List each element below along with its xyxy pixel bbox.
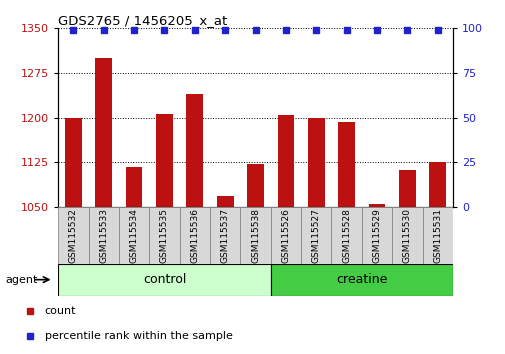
Bar bbox=[361, 207, 391, 264]
Bar bbox=[398, 170, 415, 207]
Text: GSM115531: GSM115531 bbox=[432, 208, 441, 263]
Text: GSM115536: GSM115536 bbox=[190, 208, 199, 263]
Text: count: count bbox=[44, 306, 76, 316]
Bar bbox=[126, 167, 142, 207]
Bar bbox=[270, 207, 300, 264]
Bar bbox=[331, 207, 361, 264]
Text: GSM115533: GSM115533 bbox=[99, 208, 108, 263]
Text: GSM115527: GSM115527 bbox=[311, 208, 320, 263]
Bar bbox=[210, 207, 240, 264]
Bar bbox=[58, 207, 88, 264]
Bar bbox=[300, 207, 331, 264]
Bar bbox=[391, 207, 422, 264]
Text: GDS2765 / 1456205_x_at: GDS2765 / 1456205_x_at bbox=[58, 14, 227, 27]
Bar bbox=[337, 122, 355, 207]
Bar bbox=[95, 58, 112, 207]
Bar bbox=[179, 207, 210, 264]
Bar bbox=[247, 164, 264, 207]
Text: GSM115529: GSM115529 bbox=[372, 208, 381, 263]
Text: GSM115532: GSM115532 bbox=[69, 208, 78, 263]
Bar bbox=[429, 162, 445, 207]
Bar bbox=[186, 94, 203, 207]
Bar bbox=[65, 118, 82, 207]
Bar bbox=[88, 207, 119, 264]
Text: GSM115534: GSM115534 bbox=[129, 208, 138, 263]
Bar bbox=[149, 207, 179, 264]
Bar bbox=[277, 115, 294, 207]
Bar bbox=[307, 118, 324, 207]
Bar bbox=[119, 207, 149, 264]
Text: creatine: creatine bbox=[335, 273, 387, 286]
Bar bbox=[422, 207, 452, 264]
Text: GSM115538: GSM115538 bbox=[250, 208, 260, 263]
Text: GSM115535: GSM115535 bbox=[160, 208, 169, 263]
Text: GSM115537: GSM115537 bbox=[220, 208, 229, 263]
Bar bbox=[368, 204, 385, 207]
Text: control: control bbox=[142, 273, 186, 286]
Text: agent: agent bbox=[5, 275, 37, 285]
Text: GSM115528: GSM115528 bbox=[341, 208, 350, 263]
Bar bbox=[217, 196, 233, 207]
Bar bbox=[58, 264, 270, 296]
Text: percentile rank within the sample: percentile rank within the sample bbox=[44, 331, 232, 341]
Bar bbox=[240, 207, 270, 264]
Text: GSM115530: GSM115530 bbox=[402, 208, 411, 263]
Text: GSM115526: GSM115526 bbox=[281, 208, 290, 263]
Bar bbox=[270, 264, 452, 296]
Bar bbox=[156, 114, 173, 207]
